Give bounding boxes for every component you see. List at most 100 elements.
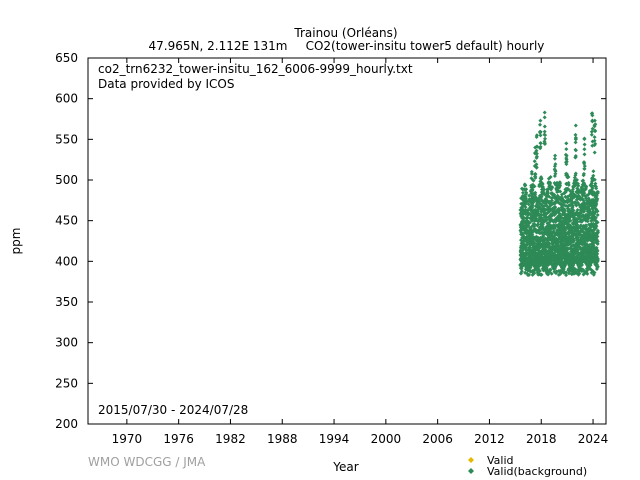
credit-text: WMO WDCGG / JMA bbox=[88, 455, 206, 469]
data-point bbox=[573, 140, 578, 145]
data-point bbox=[542, 142, 547, 146]
data-point bbox=[593, 215, 598, 220]
data-point bbox=[542, 115, 547, 120]
data-point bbox=[553, 153, 558, 158]
data-point bbox=[571, 238, 576, 243]
data-point bbox=[564, 273, 569, 278]
legend-valid-marker bbox=[468, 457, 474, 463]
data-point bbox=[539, 176, 544, 181]
data-point bbox=[540, 182, 545, 186]
x-tick-label: 1970 bbox=[112, 432, 143, 446]
provider-annotation: Data provided by ICOS bbox=[98, 77, 234, 91]
data-point bbox=[576, 183, 581, 188]
data-point bbox=[595, 196, 600, 201]
data-point bbox=[527, 220, 532, 225]
y-tick-label: 300 bbox=[55, 336, 78, 350]
data-point bbox=[577, 271, 582, 276]
data-point bbox=[529, 176, 534, 181]
data-point bbox=[564, 162, 569, 167]
x-tick-label: 1988 bbox=[267, 432, 298, 446]
y-tick-label: 200 bbox=[55, 417, 78, 431]
x-tick-label: 1982 bbox=[215, 432, 246, 446]
data-point bbox=[595, 209, 600, 214]
data-point bbox=[582, 152, 587, 157]
x-tick-label: 2018 bbox=[526, 432, 557, 446]
data-point bbox=[564, 147, 569, 152]
data-point bbox=[548, 181, 553, 186]
x-axis-label: Year bbox=[332, 460, 358, 474]
data-point bbox=[592, 123, 597, 128]
data-point bbox=[519, 269, 524, 274]
data-point bbox=[584, 224, 589, 229]
y-axis: 200 250 300 350 400 450 500 550 600 650 bbox=[55, 51, 606, 431]
data-point bbox=[590, 126, 595, 131]
data-point bbox=[524, 199, 529, 203]
data-point bbox=[591, 240, 596, 245]
data-point bbox=[542, 129, 547, 134]
data-point bbox=[581, 171, 586, 176]
x-tick-label: 1976 bbox=[163, 432, 194, 446]
data-point bbox=[591, 169, 596, 174]
y-tick-label: 600 bbox=[55, 92, 78, 106]
data-point bbox=[541, 234, 546, 238]
station-coordinates: 47.965N, 2.112E 131m bbox=[149, 39, 288, 53]
data-point bbox=[573, 147, 578, 152]
data-point bbox=[558, 189, 563, 194]
data-point bbox=[552, 164, 557, 169]
chart-title: Trainou (Orléans) bbox=[293, 26, 397, 40]
data-point bbox=[524, 187, 529, 192]
data-point bbox=[564, 270, 569, 275]
legend-valid-label: Valid bbox=[487, 454, 514, 467]
data-point bbox=[573, 171, 578, 176]
legend: Valid Valid(background) bbox=[468, 454, 587, 478]
data-point bbox=[595, 213, 600, 217]
data-point bbox=[523, 183, 528, 188]
data-point bbox=[595, 248, 600, 253]
data-point bbox=[533, 190, 538, 195]
x-tick-label: 2012 bbox=[474, 432, 505, 446]
data-point bbox=[595, 228, 600, 233]
data-point bbox=[533, 174, 538, 179]
data-point bbox=[550, 185, 555, 190]
data-point bbox=[542, 110, 547, 115]
data-point bbox=[585, 219, 590, 224]
data-point bbox=[582, 142, 587, 147]
data-point bbox=[592, 143, 597, 148]
data-point bbox=[534, 133, 539, 138]
data-point bbox=[534, 216, 539, 221]
data-point bbox=[589, 132, 594, 137]
data-point bbox=[558, 181, 562, 186]
legend-background-marker bbox=[468, 468, 474, 474]
data-point bbox=[573, 132, 578, 137]
data-point bbox=[543, 136, 547, 141]
data-point bbox=[595, 234, 600, 239]
data-point bbox=[537, 145, 542, 150]
data-point bbox=[552, 156, 557, 161]
data-point bbox=[532, 271, 537, 276]
data-point bbox=[531, 178, 536, 183]
data-point bbox=[574, 177, 579, 182]
data-point bbox=[588, 227, 593, 232]
data-point bbox=[527, 193, 532, 198]
data-point bbox=[534, 144, 539, 149]
data-point bbox=[529, 169, 534, 174]
data-point bbox=[526, 202, 531, 207]
data-point bbox=[534, 165, 539, 170]
y-tick-label: 400 bbox=[55, 254, 78, 268]
data-point bbox=[591, 173, 596, 178]
data-point bbox=[571, 208, 576, 213]
data-point bbox=[532, 241, 537, 246]
filename-annotation: co2_trn6232_tower-insitu_162_6006-9999_h… bbox=[98, 62, 413, 76]
data-point bbox=[533, 172, 538, 177]
data-point bbox=[595, 241, 600, 246]
data-point bbox=[536, 222, 540, 227]
data-point bbox=[548, 268, 553, 273]
data-points bbox=[518, 110, 600, 278]
y-tick-label: 550 bbox=[55, 132, 78, 146]
data-point bbox=[532, 184, 537, 189]
y-tick-label: 250 bbox=[55, 376, 78, 390]
data-point bbox=[564, 141, 569, 146]
data-point bbox=[575, 208, 580, 212]
data-point bbox=[527, 272, 532, 277]
data-point bbox=[580, 263, 584, 267]
